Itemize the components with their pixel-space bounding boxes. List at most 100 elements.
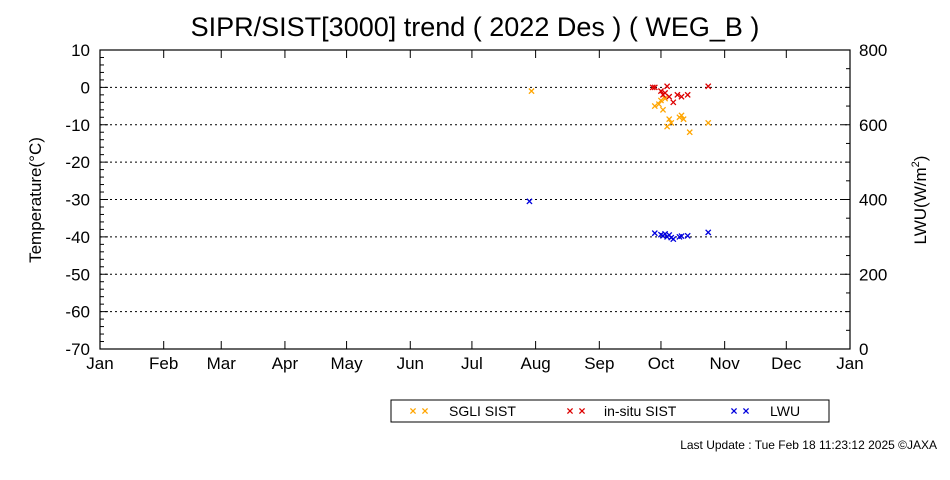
footer-text: Last Update : Tue Feb 18 11:23:12 2025 ©… — [680, 438, 937, 452]
x-tick-label: Dec — [771, 354, 802, 373]
in-situ-sist-point — [670, 99, 677, 106]
data-points — [526, 83, 712, 243]
marker-stroke — [678, 112, 685, 119]
y-tick-label: -70 — [65, 340, 90, 359]
marker-stroke — [528, 88, 535, 95]
x-tick-label: Feb — [149, 354, 178, 373]
y-tick-label: -50 — [65, 265, 90, 284]
sgli-sist-point — [680, 116, 687, 123]
marker-stroke — [657, 88, 665, 95]
x-tick-label: Jul — [461, 354, 483, 373]
y2-tick-label: 400 — [859, 191, 887, 210]
legend-marker-in-situ-sist — [566, 407, 574, 415]
x-tick-label: Jan — [836, 354, 863, 373]
y-tick-label: -60 — [65, 303, 90, 322]
y-tick-label: -30 — [65, 191, 90, 210]
marker-stroke — [578, 407, 586, 415]
legend-marker-lwu — [730, 407, 738, 415]
chart-title: SIPR/SIST[3000] trend ( 2022 Des ) ( WEG… — [191, 12, 760, 42]
y2-tick-label: 0 — [859, 340, 868, 359]
in-situ-sist-point — [657, 88, 665, 95]
legend-label-sgli-sist: SGLI SIST — [449, 403, 516, 419]
lwu-point — [678, 233, 685, 240]
sgli-sist-point — [651, 103, 658, 110]
marker-stroke — [666, 93, 673, 100]
marker-stroke — [684, 232, 691, 239]
marker-stroke — [662, 89, 669, 97]
lwu-point — [526, 198, 533, 205]
legend: SGLI SIST in-situ SIST LWU — [390, 399, 830, 423]
marker-stroke — [686, 129, 693, 136]
marker-stroke — [409, 407, 417, 415]
marker-stroke — [526, 198, 533, 205]
marker-stroke — [668, 119, 675, 126]
sgli-sist-point — [659, 106, 667, 113]
marker-stroke — [705, 83, 712, 90]
plot-frame — [99, 49, 851, 350]
x-tick-label: Apr — [272, 354, 299, 373]
x-tick-label: Jan — [86, 354, 113, 373]
marker-stroke — [657, 231, 665, 238]
marker-stroke — [662, 230, 669, 237]
marker-stroke — [566, 407, 574, 415]
in-situ-sist-point — [674, 91, 681, 98]
y2-tick-label: 600 — [859, 116, 887, 135]
y2-axis-title-superscript: 2 — [910, 161, 922, 167]
lwu-point — [670, 236, 677, 243]
marker-stroke — [670, 99, 677, 106]
marker-stroke — [657, 97, 665, 104]
sgli-sist-point — [655, 101, 662, 108]
x-tick-label: Sep — [584, 354, 614, 373]
y2-axis-title-close: ) — [911, 156, 930, 162]
marker-stroke — [742, 407, 750, 415]
sgli-sist-point — [666, 116, 673, 123]
in-situ-sist-point — [678, 93, 685, 100]
lwu-point — [684, 232, 691, 239]
legend-marker-lwu — [742, 407, 750, 415]
in-situ-sist-point — [649, 84, 656, 91]
y2-tick-label: 800 — [859, 41, 887, 60]
marker-stroke — [659, 106, 667, 113]
y-tick-label: 0 — [81, 78, 90, 97]
marker-stroke — [651, 84, 658, 91]
legend-marker-sgli-sist — [421, 407, 429, 415]
in-situ-sist-point — [705, 83, 712, 90]
marker-stroke — [655, 101, 662, 108]
marker-stroke — [670, 236, 677, 243]
x-tick-label: Jun — [397, 354, 424, 373]
marker-stroke — [678, 93, 685, 100]
legend-label-in-situ-sist: in-situ SIST — [604, 403, 677, 419]
marker-stroke — [684, 91, 691, 98]
sgli-sist-point — [528, 88, 535, 95]
gridlines — [100, 86, 850, 313]
x-tick-label: May — [331, 354, 364, 373]
marker-stroke — [705, 119, 712, 126]
x-tick-label: Mar — [207, 354, 237, 373]
in-situ-sist-point — [651, 84, 658, 91]
in-situ-sist-point — [684, 91, 691, 98]
sgli-sist-point — [657, 97, 665, 104]
lwu-point — [651, 230, 658, 237]
marker-stroke — [705, 229, 712, 236]
y2-tick-label: 200 — [859, 265, 887, 284]
marker-stroke — [421, 407, 429, 415]
marker-stroke — [664, 83, 671, 90]
legend-label-lwu: LWU — [770, 403, 800, 419]
sgli-sist-point — [662, 95, 669, 102]
x-tick-label: Oct — [648, 354, 675, 373]
in-situ-sist-point — [666, 93, 673, 100]
marker-stroke — [674, 91, 681, 98]
sgli-sist-point — [678, 112, 685, 119]
marker-stroke — [651, 103, 658, 110]
marker-stroke — [680, 116, 687, 123]
lwu-point — [662, 230, 669, 237]
legend-marker-sgli-sist — [409, 407, 417, 415]
y2-axis-title: LWU(W/m2) — [910, 156, 930, 245]
x-tick-label: Nov — [710, 354, 741, 373]
marker-stroke — [666, 116, 673, 123]
marker-stroke — [649, 84, 656, 91]
sgli-sist-point — [668, 119, 675, 126]
lwu-point — [705, 229, 712, 236]
legend-marker-in-situ-sist — [578, 407, 586, 415]
